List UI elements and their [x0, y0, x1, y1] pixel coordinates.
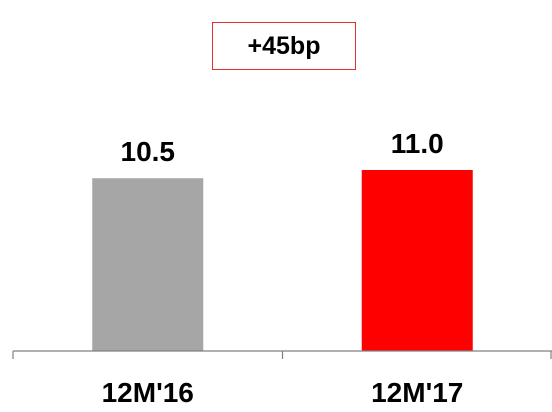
- category-label-2: 12M'17: [371, 377, 463, 408]
- bar-1: [92, 178, 204, 351]
- value-label-1: 10.5: [121, 136, 176, 167]
- change-callout: +45bp: [212, 22, 356, 70]
- category-label-1: 12M'16: [102, 377, 194, 408]
- x-axis: [12, 350, 552, 359]
- bar-2: [361, 170, 473, 351]
- value-label-2: 11.0: [391, 128, 444, 159]
- bars-group: [92, 170, 473, 351]
- labels-group: 10.5 12M'16 11.0 12M'17: [102, 128, 464, 408]
